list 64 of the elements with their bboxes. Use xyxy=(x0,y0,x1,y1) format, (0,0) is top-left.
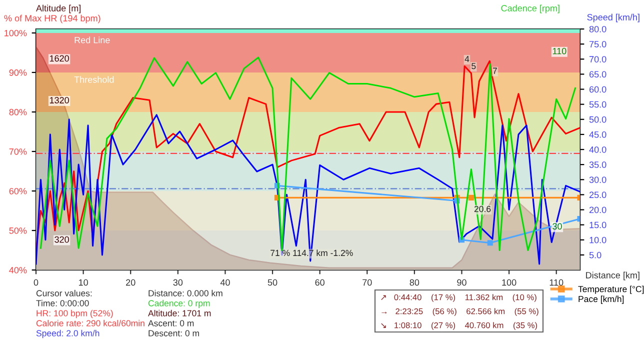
x-tick-label: 30 xyxy=(173,279,183,286)
y-tick-label: 100% xyxy=(4,30,27,36)
y3-tick-label: 1320 xyxy=(50,97,69,104)
x-tick-label: 80 xyxy=(410,279,420,286)
text: Calorie rate: 290 kcal/60min xyxy=(36,320,144,326)
x-axis-title: Distance [km] xyxy=(586,272,640,280)
x-tick-label: 90 xyxy=(457,279,466,286)
y-tick-label: 70% xyxy=(9,148,27,155)
x-tick-label: 40 xyxy=(220,279,230,286)
annotation: 4 xyxy=(464,56,470,62)
y2-tick-label: 35.0 xyxy=(589,162,606,168)
annotation: 20.6 xyxy=(474,206,491,212)
y-tick-label: 50% xyxy=(9,227,27,234)
y2-tick-label: 45.0 xyxy=(589,131,606,138)
y3-tick-label: 1620 xyxy=(50,55,69,62)
y2-tick-label: 20.0 xyxy=(589,206,606,214)
y-tick-label: 80% xyxy=(9,108,27,116)
y2-tick-label: 60.0 xyxy=(589,86,606,93)
legend-label: Pace [km/h] xyxy=(578,296,624,304)
x-tick-label: 50 xyxy=(268,279,278,286)
y2-tick-label: 15.0 xyxy=(590,222,606,228)
x-tick-label: 0 xyxy=(34,279,38,286)
y2-axis-title: Speed [km/h] xyxy=(587,14,640,22)
y2-tick-label: 5.0 xyxy=(589,252,602,258)
text: Altitude: 1701 m xyxy=(148,310,211,316)
text: Speed: 2.0 km/h xyxy=(36,330,100,338)
text: Cadence: 0 rpm xyxy=(148,300,210,308)
text: Distance: 0.000 km xyxy=(148,290,222,296)
y2-tick-label: 10.0 xyxy=(590,236,606,244)
annotation: 5 xyxy=(472,63,476,70)
y-tick-label: 60% xyxy=(9,188,27,194)
text: → 2:23:25 (56 %) 62.566 km (55 %) xyxy=(382,308,538,316)
text: Time: 0:00:00 xyxy=(36,300,89,306)
y3-tick-label: 320 xyxy=(54,236,69,243)
text: Ascent: 0 m xyxy=(148,320,194,326)
y2-tick-label: 50.0 xyxy=(589,116,606,123)
y-axis-title: % of Max HR (194 bpm) xyxy=(4,14,100,24)
y2-tick-label: 70.0 xyxy=(589,56,606,62)
text: Cursor values: xyxy=(36,290,92,296)
y2-tick-label: 55.0 xyxy=(589,101,606,108)
band-label: Red Line xyxy=(74,36,110,44)
y3-axis-title: Altitude [m] xyxy=(36,4,81,14)
x-tick-label: 60 xyxy=(315,279,324,286)
text: Descent: 0 m xyxy=(148,330,199,336)
text: ↘ 1:08:10 (27 %) 40.760 km (35 %) xyxy=(381,322,537,330)
y2-tick-label: 25.0 xyxy=(589,192,606,198)
y2-tick-label: 75.0 xyxy=(589,41,606,48)
text: ↗ 0:44:40 (17 %) 11.362 km (10 %) xyxy=(381,294,536,302)
y2-tick-label: 80.0 xyxy=(589,26,606,32)
x-tick-label: 100 xyxy=(502,279,516,286)
y-tick-label: 90% xyxy=(9,69,27,76)
text: HR: 100 bpm (52%) xyxy=(36,310,113,318)
y-axis-title: Cadence [rpm] xyxy=(501,4,560,14)
y2-tick-label: 65.0 xyxy=(589,71,606,78)
x-tick-label: 10 xyxy=(78,279,88,286)
y-tick-label: 40% xyxy=(9,266,27,274)
y2-tick-label: 40.0 xyxy=(589,146,606,153)
legend-label: Temperature [°C] xyxy=(578,286,644,294)
annotation: 71 % 114.7 km -1.2% xyxy=(270,250,353,256)
x-tick-label: 70 xyxy=(362,279,372,286)
x-tick-label: 20 xyxy=(126,279,136,286)
annotation: 7 xyxy=(492,68,497,74)
band-label: Threshold xyxy=(74,76,114,83)
y2-tick-label: 30.0 xyxy=(589,176,606,183)
